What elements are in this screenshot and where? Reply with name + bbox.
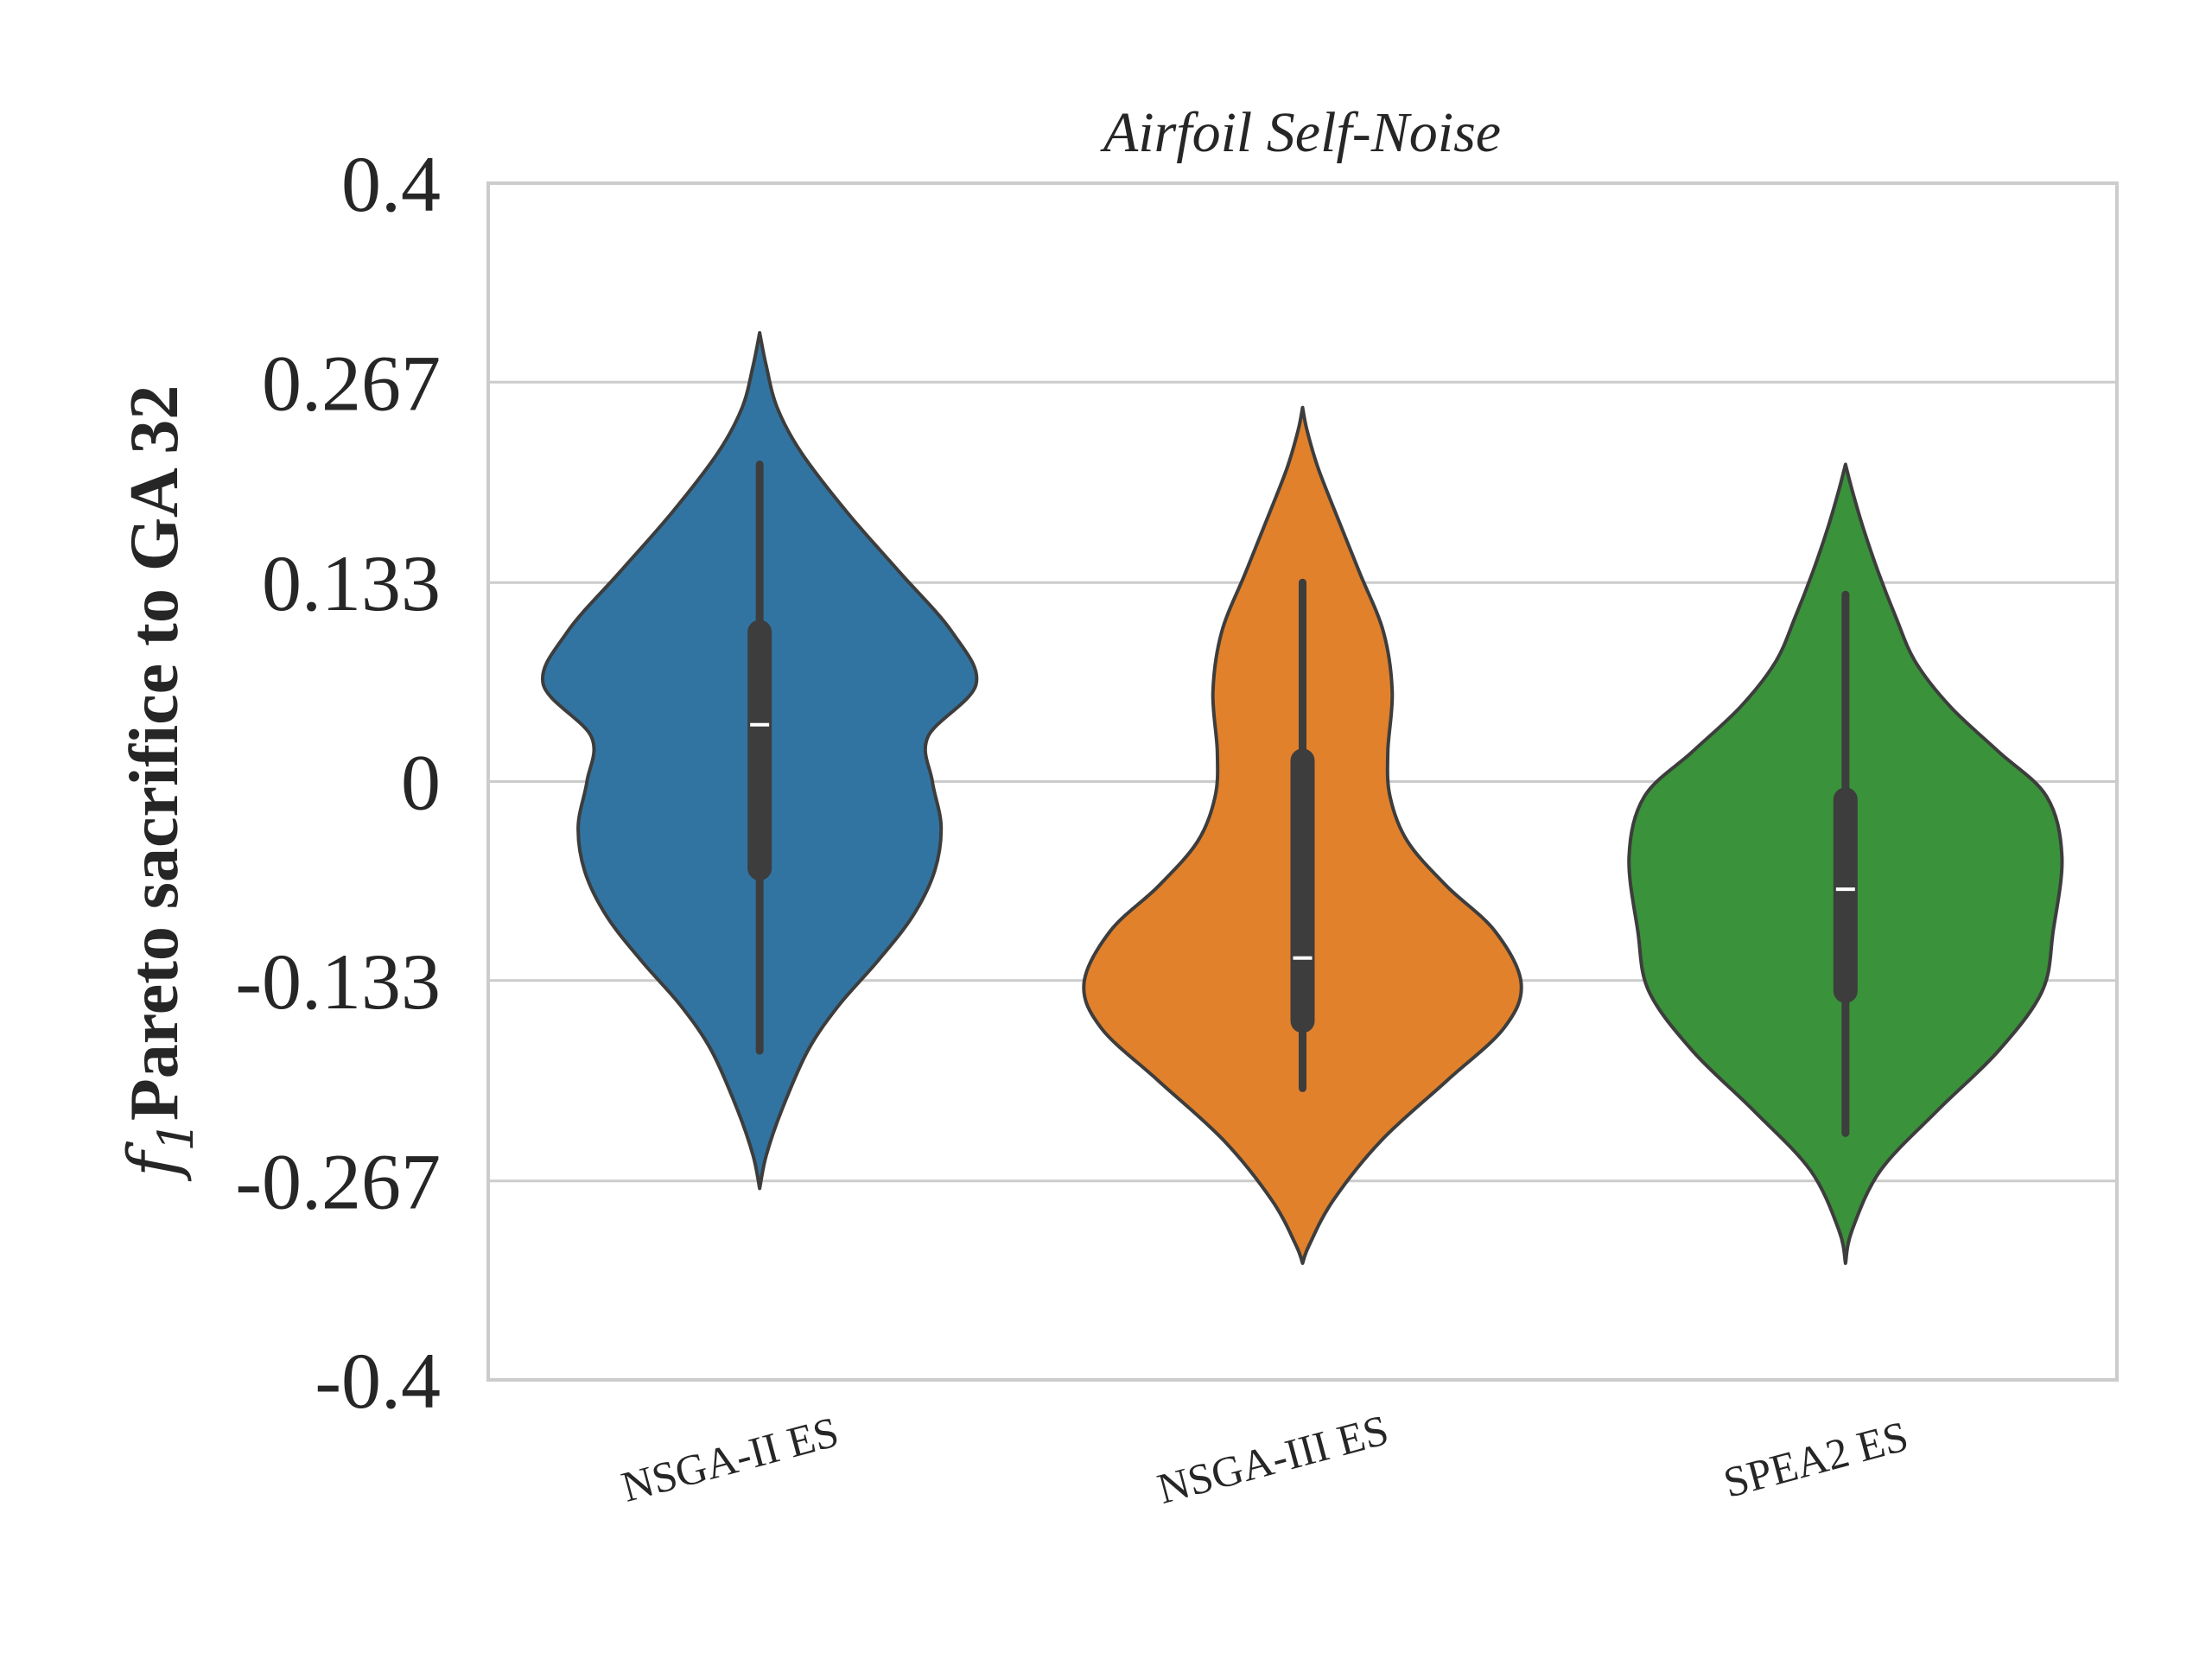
x-tick-label: NSGA-III ES xyxy=(1153,1405,1394,1513)
violin-nsga-ii-es xyxy=(540,331,979,1191)
violin-nsga-iii-es xyxy=(1082,405,1523,1265)
y-tick-label: 0.4 xyxy=(341,140,441,228)
y-axis-label-text: Pareto sacrifice to GA 32 xyxy=(117,385,193,1122)
x-tick-label: NSGA-II ES xyxy=(616,1407,843,1511)
plot-frame xyxy=(486,181,2119,1382)
y-tick-label: 0.133 xyxy=(262,539,441,627)
y-axis-label: f1Pareto sacrifice to GA 32 xyxy=(113,385,205,1182)
y-tick-label: 0 xyxy=(401,739,441,827)
y-tick-labels: 0.4 0.267 0.133 0 -0.133 -0.267 -0.4 xyxy=(235,140,441,1425)
violins xyxy=(540,331,2064,1265)
x-tick-label: SPEA2 ES xyxy=(1719,1411,1913,1507)
y-tick-label: 0.267 xyxy=(262,339,441,427)
y-tick-label: -0.267 xyxy=(235,1138,441,1226)
violin-spea2-es xyxy=(1627,462,2064,1265)
y-axis-label-subscript: 1 xyxy=(149,1121,205,1152)
chart-title: Airfoil Self-Noise xyxy=(1100,101,1501,164)
x-tick-labels: NSGA-II ES NSGA-III ES SPEA2 ES xyxy=(616,1405,1913,1513)
y-tick-label: -0.133 xyxy=(235,938,441,1026)
y-tick-label: -0.4 xyxy=(315,1337,441,1425)
